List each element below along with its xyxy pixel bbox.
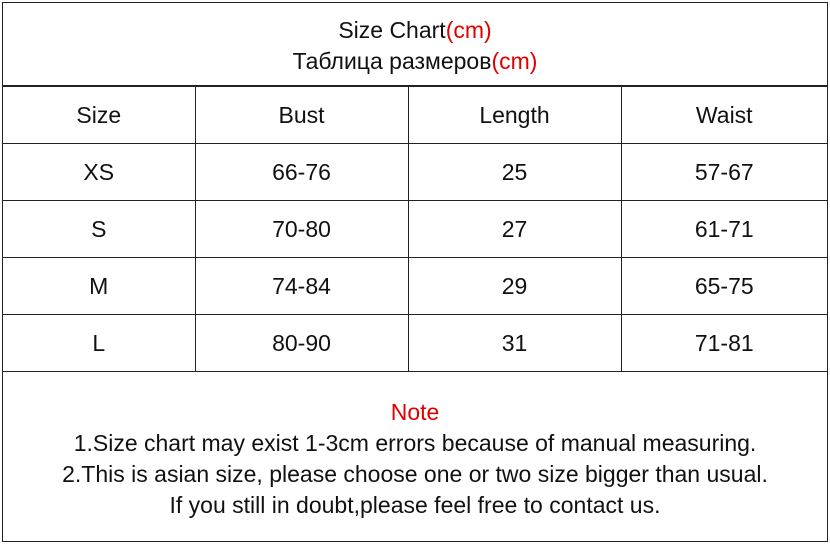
title-text: Size Chart (338, 17, 446, 43)
table-row: S 70-80 27 61-71 (3, 200, 827, 258)
table-cell: 57-67 (620, 143, 827, 201)
table-cell: 61-71 (620, 200, 827, 258)
table-cell: 80-90 (194, 314, 409, 372)
table-cell: 25 (407, 143, 622, 201)
table-row: XS 66-76 25 57-67 (3, 143, 827, 201)
note-heading: Note (390, 399, 440, 425)
title-text-ru: Таблица размеров (292, 48, 492, 74)
table-row: M 74-84 29 65-75 (3, 257, 827, 315)
table-cell: 66-76 (194, 143, 409, 201)
table-row: L 80-90 31 71-81 (3, 314, 827, 372)
note-line: If you still in doubt,please feel free t… (169, 492, 661, 518)
note-section: Note 1.Size chart may exist 1-3cm errors… (3, 371, 827, 541)
table-cell: 71-81 (620, 314, 827, 372)
table-cell: 70-80 (194, 200, 409, 258)
table-cell: S (3, 200, 196, 258)
note-line: 2.This is asian size, please choose one … (62, 461, 768, 487)
table-cell: Size (3, 86, 196, 144)
table-cell: Waist (620, 86, 827, 144)
size-table: Size Bust Length Waist XS 66-76 25 57-67 S 70-80 2… (3, 86, 827, 372)
table-cell: 27 (407, 200, 622, 258)
chart-title: Size Chart(cm) Таблица размеров(cm) (3, 3, 827, 86)
table-cell: M (3, 257, 196, 315)
title-english: Size Chart(cm) (3, 15, 827, 46)
table-cell: 31 (407, 314, 622, 372)
table-cell: Bust (194, 86, 409, 144)
note-line: 1.Size chart may exist 1-3cm errors beca… (73, 430, 757, 456)
title-unit-ru: (cm) (491, 48, 538, 74)
table-cell: 29 (407, 257, 622, 315)
title-russian: Таблица размеров(cm) (3, 46, 827, 77)
table-cell: 74-84 (194, 257, 409, 315)
table-cell: Length (407, 86, 622, 144)
header-row: Size Bust Length Waist (3, 86, 827, 144)
table-cell: XS (3, 143, 196, 201)
table-cell: 65-75 (620, 257, 827, 315)
title-unit: (cm) (445, 17, 492, 43)
table-cell: L (3, 314, 196, 372)
